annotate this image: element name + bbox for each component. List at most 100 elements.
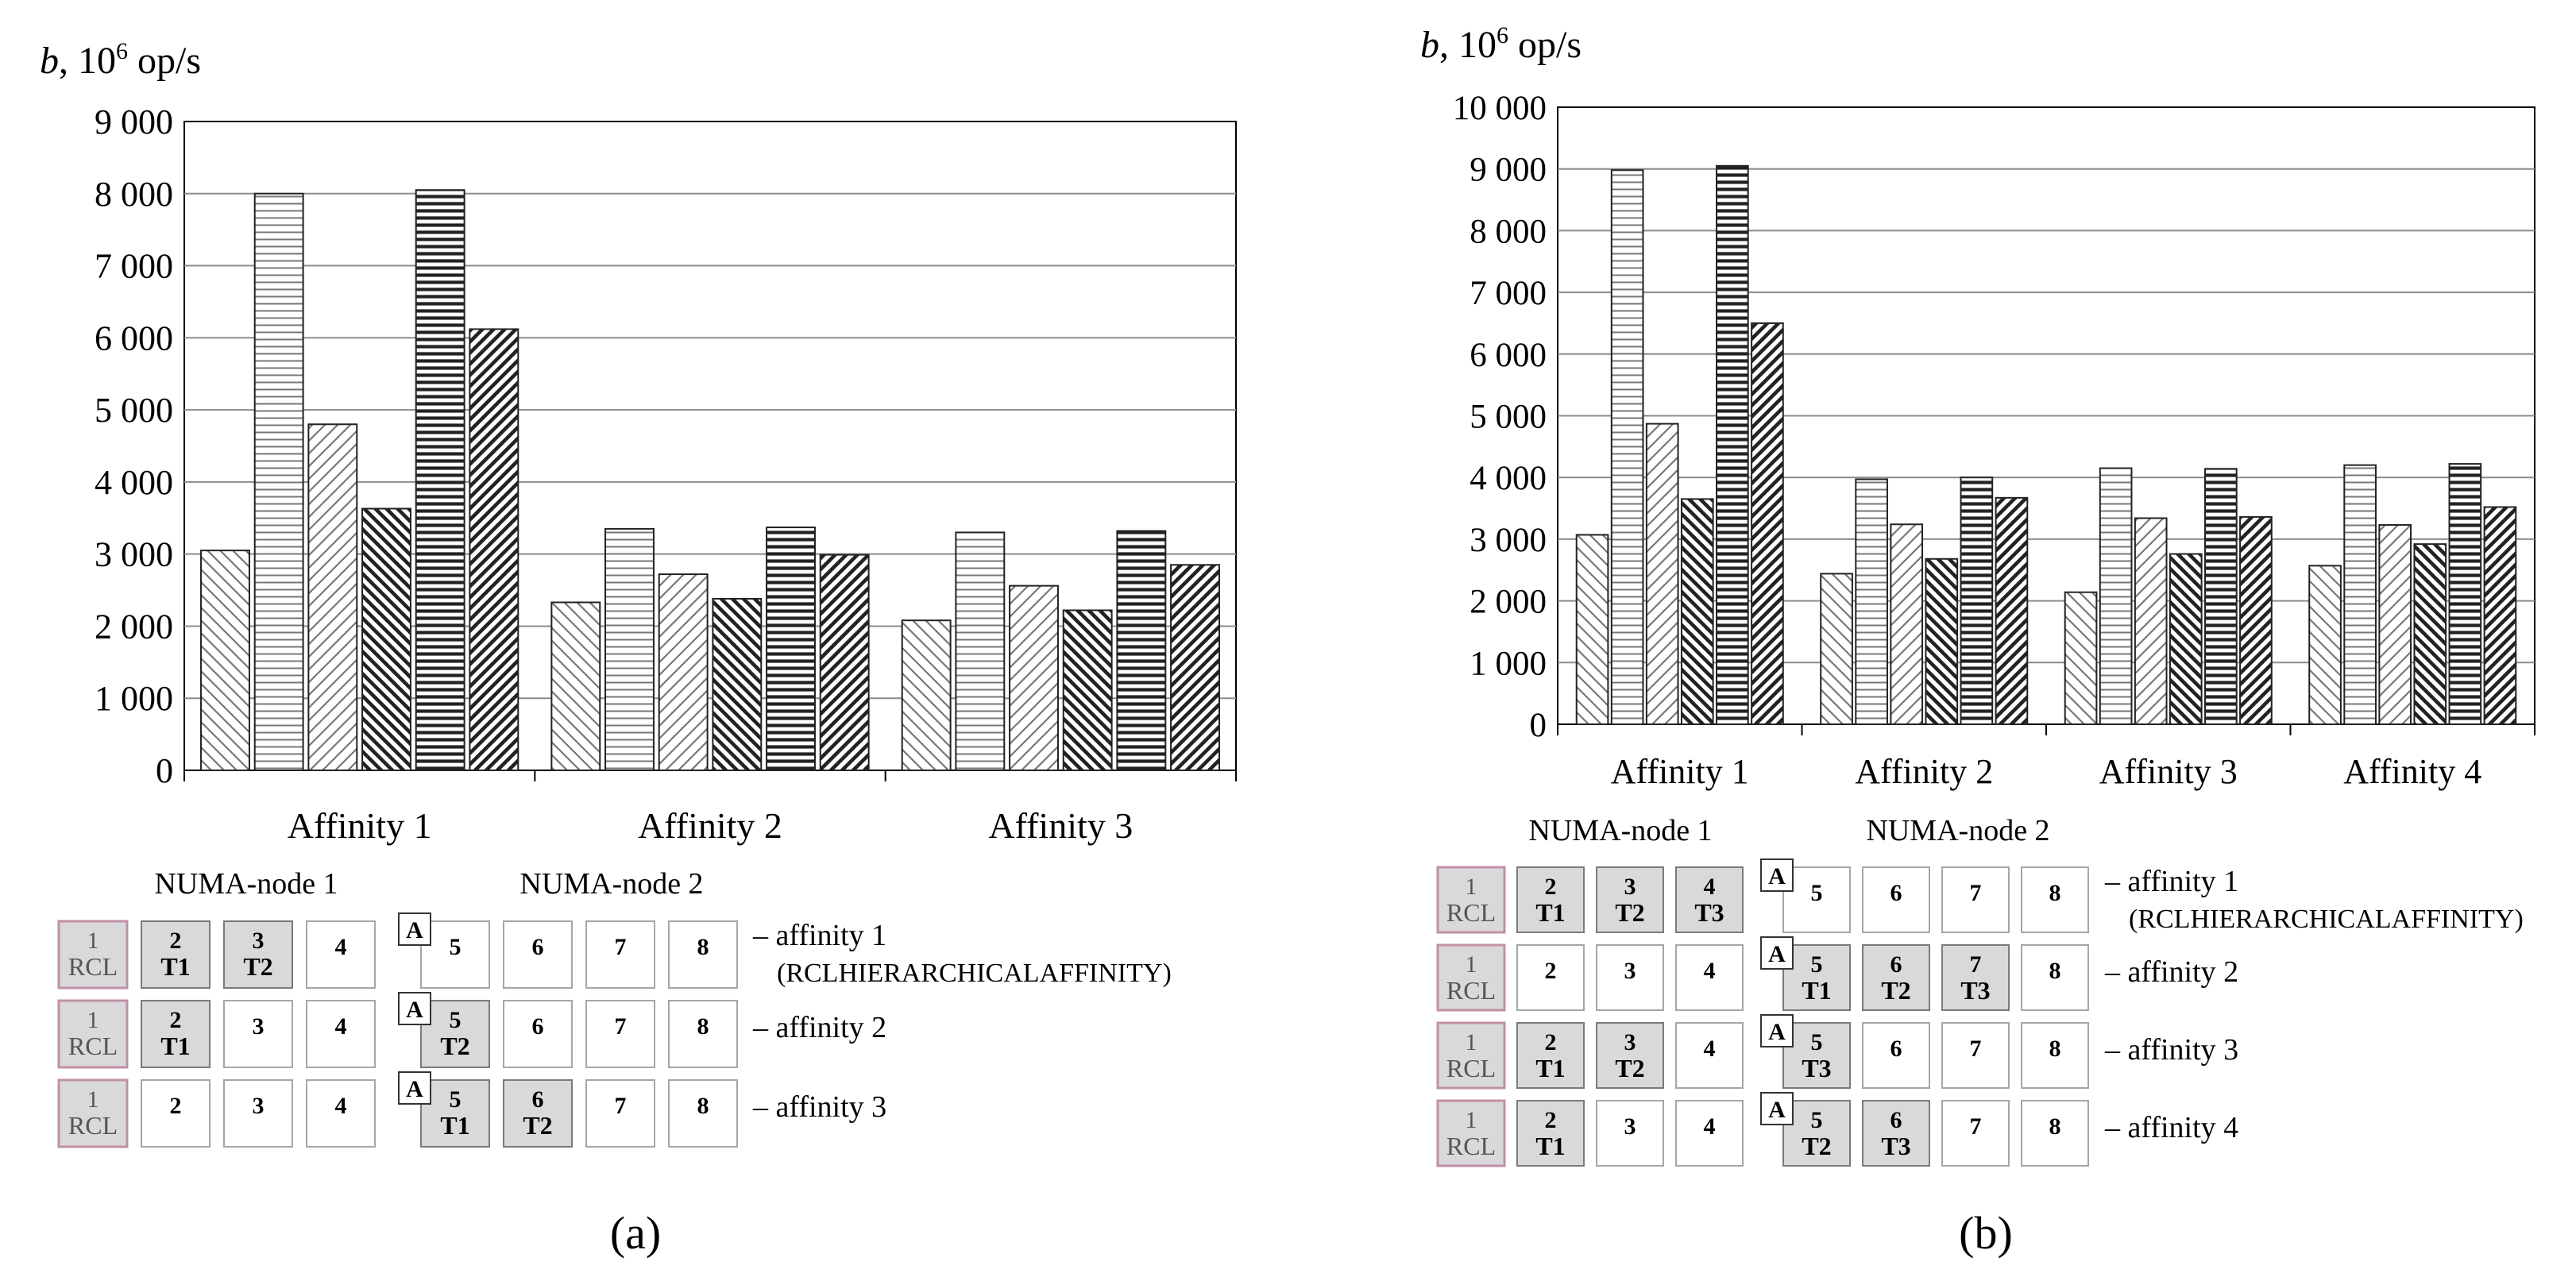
core-number: 3 xyxy=(1624,958,1636,984)
bar-series-5 xyxy=(2448,463,2482,726)
core-number: 2 xyxy=(170,1007,182,1033)
core-number: 6 xyxy=(532,934,544,960)
thread-label: T1 xyxy=(160,952,190,981)
core-cell xyxy=(223,1000,293,1068)
y-tick-label: 6 000 xyxy=(1470,337,1547,374)
bar-series-3 xyxy=(658,573,709,772)
core-number: 2 xyxy=(1545,958,1557,984)
affinity-marker-label: A xyxy=(1768,941,1786,967)
core-number: 5 xyxy=(1811,1107,1823,1133)
core-cell xyxy=(1782,1022,1851,1089)
y-tick-label: 4 000 xyxy=(95,463,173,502)
core-cell xyxy=(668,1079,738,1148)
core-cell xyxy=(1675,1100,1744,1167)
affinity-marker-label: A xyxy=(406,997,423,1023)
category-label: Affinity 4 xyxy=(2343,752,2481,791)
affinity-marker xyxy=(398,992,431,1025)
numa-node-2-title: NUMA-node 2 xyxy=(519,867,703,901)
core-number: 4 xyxy=(1704,1113,1716,1140)
core-number: 6 xyxy=(1890,1036,1902,1062)
y-axis-unit: , 10 xyxy=(59,40,116,82)
core-number: 3 xyxy=(253,1013,265,1040)
bar-series-2 xyxy=(1855,478,1888,725)
bar-series-1 xyxy=(550,601,601,772)
y-tick-label: 7 000 xyxy=(95,247,173,286)
core-number: 1 xyxy=(87,928,99,954)
y-tick-label: 5 000 xyxy=(1470,399,1547,436)
core-cell xyxy=(503,920,573,989)
affinity-caption: – affinity 4 xyxy=(2104,1111,2238,1144)
thread-label: T2 xyxy=(440,1032,469,1060)
numa-node-2-title: NUMA-node 2 xyxy=(1866,814,2049,847)
core-cell xyxy=(420,1000,490,1068)
bar-series-4 xyxy=(1925,557,1959,725)
bar-series-3 xyxy=(2134,517,2168,725)
core-cell xyxy=(1596,944,1664,1011)
affinity-marker xyxy=(1760,1014,1794,1047)
rcl-label: RCL xyxy=(1446,976,1496,1005)
affinity-marker-label: A xyxy=(1768,1019,1786,1045)
core-cell xyxy=(1516,944,1585,1011)
core-number: 7 xyxy=(1970,880,1982,906)
core-cell xyxy=(306,1079,376,1148)
y-tick-label: 3 000 xyxy=(1470,522,1547,559)
core-cell xyxy=(1436,866,1506,934)
affinity-caption: – affinity 1 xyxy=(2104,865,2238,898)
bar-series-4 xyxy=(1680,498,1714,726)
affinity-marker xyxy=(398,1071,431,1105)
bar-series-4 xyxy=(2169,553,2203,725)
core-cell xyxy=(668,920,738,989)
core-cell xyxy=(1436,1099,1506,1167)
thread-label: T1 xyxy=(1535,1132,1565,1160)
y-tick-label: 6 000 xyxy=(95,318,173,357)
thread-label: T1 xyxy=(1535,1054,1565,1082)
y-tick-label: 9 000 xyxy=(1470,152,1547,189)
rcl-label: RCL xyxy=(68,1111,118,1140)
core-number: 4 xyxy=(1704,958,1716,984)
category-label: Affinity 3 xyxy=(2099,752,2238,791)
affinity-caption: – affinity 3 xyxy=(2104,1033,2238,1067)
affinity-caption-sub: (RCLHIERARCHICALAFFINITY) xyxy=(2129,905,2524,934)
rcl-label: RCL xyxy=(1446,898,1496,927)
core-number: 1 xyxy=(87,1007,99,1033)
numa-node-1-title: NUMA-node 1 xyxy=(154,867,338,901)
core-number: 6 xyxy=(532,1013,544,1040)
plot-area xyxy=(183,121,1237,771)
category-label: Affinity 2 xyxy=(1855,752,1993,791)
core-number: 7 xyxy=(1970,1036,1982,1062)
affinity-marker-label: A xyxy=(406,917,423,943)
core-cell xyxy=(1941,1022,2010,1089)
core-cell xyxy=(2021,944,2089,1011)
core-number: 8 xyxy=(2049,958,2061,984)
core-cell xyxy=(1862,1100,1930,1167)
core-cell xyxy=(141,1079,210,1148)
y-axis-var: b xyxy=(1420,24,1439,66)
y-tick-label: 5 000 xyxy=(95,391,173,430)
affinity-caption: – affinity 3 xyxy=(752,1090,886,1124)
bar-series-1 xyxy=(901,619,952,772)
bar-series-6 xyxy=(2239,515,2273,725)
bar-series-6 xyxy=(1995,496,2029,725)
core-number: 1 xyxy=(87,1086,99,1113)
rcl-label: RCL xyxy=(1446,1054,1496,1082)
core-cell xyxy=(1596,1022,1664,1089)
bar-series-2 xyxy=(604,527,655,772)
affinity-marker xyxy=(1760,858,1794,892)
y-tick-label: 7 000 xyxy=(1470,275,1547,312)
bar-series-1 xyxy=(2064,591,2098,725)
core-number: 5 xyxy=(1811,951,1823,978)
core-cell xyxy=(420,1079,490,1148)
affinity-marker-label: A xyxy=(1768,863,1786,889)
thread-label: T3 xyxy=(1881,1132,1910,1160)
thread-label: T3 xyxy=(1694,898,1724,927)
y-axis-var: b xyxy=(40,40,59,82)
bar-series-1 xyxy=(2308,565,2342,725)
core-cell xyxy=(1596,1100,1664,1167)
affinity-caption: – affinity 2 xyxy=(2104,955,2238,989)
core-number: 3 xyxy=(253,928,265,954)
core-cell xyxy=(57,999,129,1069)
y-axis-suffix: op/s xyxy=(1508,24,1582,66)
core-cell xyxy=(1675,944,1744,1011)
core-number: 5 xyxy=(1811,1029,1823,1055)
